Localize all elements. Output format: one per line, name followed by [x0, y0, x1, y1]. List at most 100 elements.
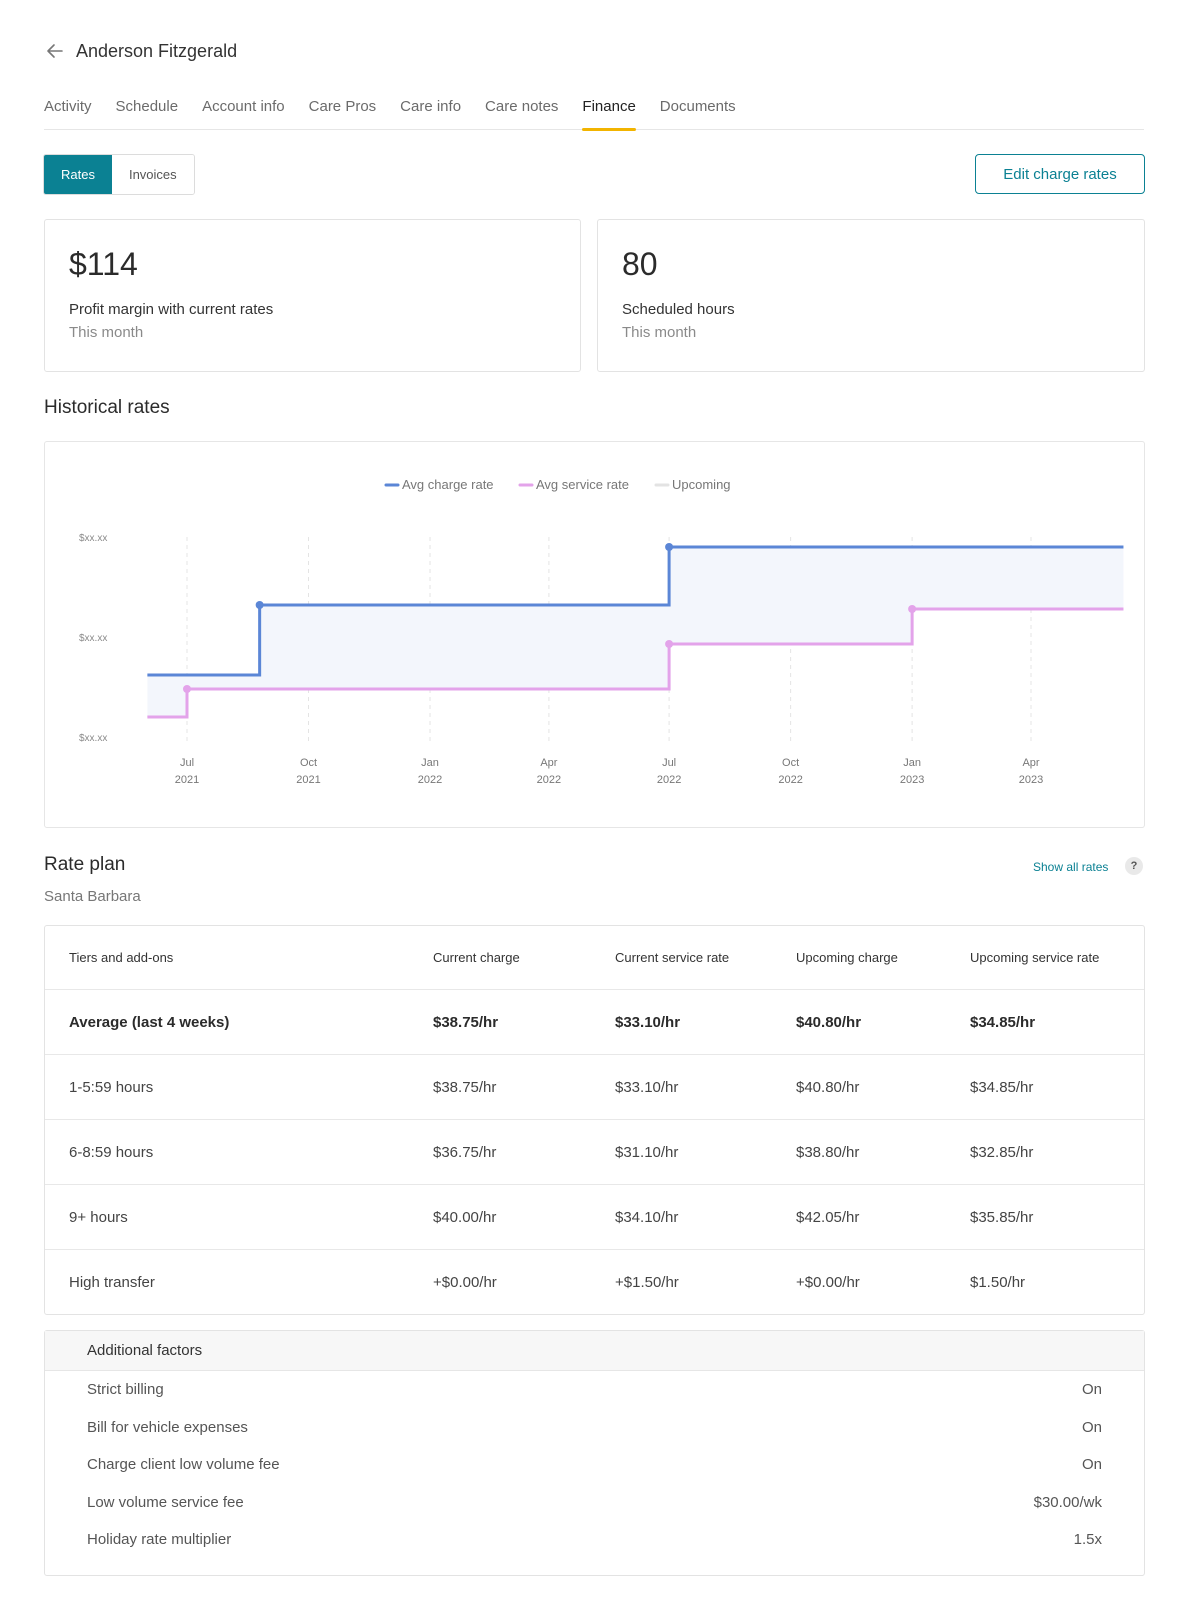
series-line-avg-service-rate: [147, 607, 1124, 719]
y-tick-label: $xx.xx: [79, 533, 107, 544]
x-tick-year: 2022: [418, 774, 442, 786]
current-service-cell: $33.10/hr: [615, 1013, 681, 1031]
point-avg-charge-rate: [255, 601, 264, 609]
x-tick-year: 2022: [778, 774, 802, 786]
rate-spread-band: [147, 547, 1124, 717]
profit-margin-period: This month: [69, 324, 144, 341]
historical-rates-title: Historical rates: [44, 397, 170, 418]
x-tick-month: Jan: [421, 757, 439, 769]
tab-activity[interactable]: Activity: [44, 98, 92, 115]
table-row: Average (last 4 weeks) $38.75/hr $33.10/…: [45, 989, 1144, 1054]
table-row: 6-8:59 hours $36.75/hr $31.10/hr $38.80/…: [45, 1119, 1144, 1184]
tab-care-info[interactable]: Care info: [400, 98, 462, 115]
factor-label: Charge client low volume fee: [87, 1456, 280, 1473]
factor-row: Charge client low volume fee On: [45, 1446, 1144, 1484]
upcoming-service-cell: $32.85/hr: [970, 1143, 1034, 1161]
factor-value: On: [1081, 1418, 1102, 1436]
series-line-avg-charge-rate: [147, 545, 1124, 677]
scheduled-hours-card: 80 Scheduled hours This month: [597, 219, 1145, 372]
x-tick-year: 2021: [175, 774, 199, 786]
profit-margin-label: Profit margin with current rates: [69, 301, 274, 318]
current-charge-cell: $38.75/hr: [433, 1013, 499, 1031]
upcoming-charge-cell: $40.80/hr: [796, 1013, 862, 1031]
point-avg-service-rate: [665, 640, 674, 648]
tier-name: 1-5:59 hours: [69, 1078, 154, 1096]
factor-row: Bill for vehicle expenses On: [45, 1409, 1144, 1447]
table-row: 9+ hours $40.00/hr $34.10/hr $42.05/hr $…: [45, 1184, 1144, 1249]
tab-care-pros[interactable]: Care Pros: [308, 98, 377, 115]
factor-value: $30.00/wk: [1033, 1493, 1102, 1511]
upcoming-service-cell: $34.85/hr: [970, 1013, 1036, 1031]
factor-label: Holiday rate multiplier: [87, 1531, 232, 1548]
additional-factors-panel: Additional factors Strict billing On Bil…: [44, 1330, 1145, 1576]
header-current-charge-label: Current charge: [433, 950, 520, 965]
table-row: High transfer +$0.00/hr +$1.50/hr +$0.00…: [45, 1249, 1144, 1314]
page-header: Anderson Fitzgerald: [44, 40, 237, 62]
current-service-cell: +$1.50/hr: [615, 1273, 679, 1291]
factor-value: 1.5x: [1073, 1531, 1102, 1548]
point-avg-charge-rate: [665, 543, 674, 551]
upcoming-charge-cell: +$0.00/hr: [796, 1273, 860, 1291]
legend-label: Avg charge rate: [402, 477, 494, 492]
upcoming-charge-cell: $42.05/hr: [796, 1208, 860, 1226]
arrow-left-icon[interactable]: [44, 40, 66, 62]
tier-name: 9+ hours: [69, 1208, 128, 1226]
profit-margin-value: $114: [69, 246, 138, 282]
tab-account-info[interactable]: Account info: [202, 98, 285, 115]
header-upcoming-charge-label: Upcoming charge: [796, 950, 898, 965]
rates-button[interactable]: Rates: [44, 155, 112, 194]
factor-value: On: [1081, 1456, 1102, 1473]
factor-label: Bill for vehicle expenses: [87, 1418, 248, 1436]
invoices-button[interactable]: Invoices: [111, 155, 194, 194]
point-avg-service-rate: [183, 685, 191, 693]
x-tick-month: Apr: [1022, 757, 1039, 769]
x-tick-year: 2023: [900, 774, 924, 786]
current-charge-cell: $38.75/hr: [433, 1078, 497, 1096]
tab-schedule[interactable]: Schedule: [115, 98, 179, 115]
chart-svg: $xx.xx $xx.xx $xx.xx Jul 2021 Oct 2021 Jan 2022 A…: [79, 477, 1124, 786]
table-row: 1-5:59 hours $38.75/hr $33.10/hr $40.80/…: [45, 1054, 1144, 1119]
rates-invoices-toggle: Rates Invoices: [43, 154, 195, 195]
tab-care-notes[interactable]: Care notes: [485, 98, 559, 115]
x-tick-month: Jul: [180, 757, 194, 769]
x-tick-month: Apr: [540, 757, 557, 769]
current-charge-cell: +$0.00/hr: [433, 1273, 497, 1291]
current-service-cell: $33.10/hr: [615, 1078, 679, 1096]
current-service-cell: $34.10/hr: [615, 1208, 679, 1226]
rate-plan-table: Tiers and add-ons Current charge Current…: [44, 925, 1145, 1315]
x-tick-month: Oct: [782, 757, 799, 769]
tab-documents[interactable]: Documents: [659, 98, 736, 115]
current-charge-cell: $36.75/hr: [433, 1143, 497, 1161]
header-tiers: Tiers and add-ons: [69, 950, 174, 965]
x-tick-year: 2022: [657, 774, 681, 786]
x-tick-month: Jan: [903, 757, 921, 769]
header-upcoming-service-rate[interactable]: Upcoming service rate: [970, 950, 1099, 965]
help-icon[interactable]: ?: [1125, 857, 1143, 875]
additional-factors-title: Additional factors: [45, 1331, 1144, 1371]
tier-name: Average (last 4 weeks): [69, 1013, 230, 1031]
upcoming-service-cell: $35.85/hr: [970, 1208, 1034, 1226]
header-upcoming-charge[interactable]: Upcoming charge: [796, 950, 898, 965]
x-tick-month: Jul: [662, 757, 676, 769]
legend-label: Upcoming: [672, 477, 731, 492]
current-charge-cell: $40.00/hr: [433, 1208, 497, 1226]
y-tick-label: $xx.xx: [79, 633, 107, 644]
edit-charge-rates-button[interactable]: Edit charge rates: [975, 154, 1145, 194]
tier-name: 6-8:59 hours: [69, 1143, 154, 1161]
rate-plan-title: Rate plan: [44, 854, 126, 875]
table-header-row: Tiers and add-ons Current charge Current…: [45, 926, 1144, 989]
header-current-service-label: Current service rate: [615, 950, 730, 965]
point-avg-service-rate: [908, 605, 917, 613]
profit-margin-card: $114 Profit margin with current rates Th…: [44, 219, 581, 372]
tab-bar: Activity Schedule Account info Care Pros…: [44, 86, 1144, 131]
legend-label: Avg service rate: [536, 477, 629, 492]
factor-row: Holiday rate multiplier 1.5x: [45, 1521, 1144, 1559]
tab-finance[interactable]: Finance: [582, 86, 637, 131]
show-all-rates-link[interactable]: Show all rates: [1033, 860, 1109, 874]
factor-label: Strict billing: [87, 1381, 164, 1398]
y-tick-label: $xx.xx: [79, 733, 107, 744]
header-current-service-rate[interactable]: Current service rate: [615, 950, 729, 965]
upcoming-charge-cell: $40.80/hr: [796, 1078, 860, 1096]
header-current-charge[interactable]: Current charge: [433, 950, 520, 965]
factor-value: On: [1081, 1381, 1102, 1398]
